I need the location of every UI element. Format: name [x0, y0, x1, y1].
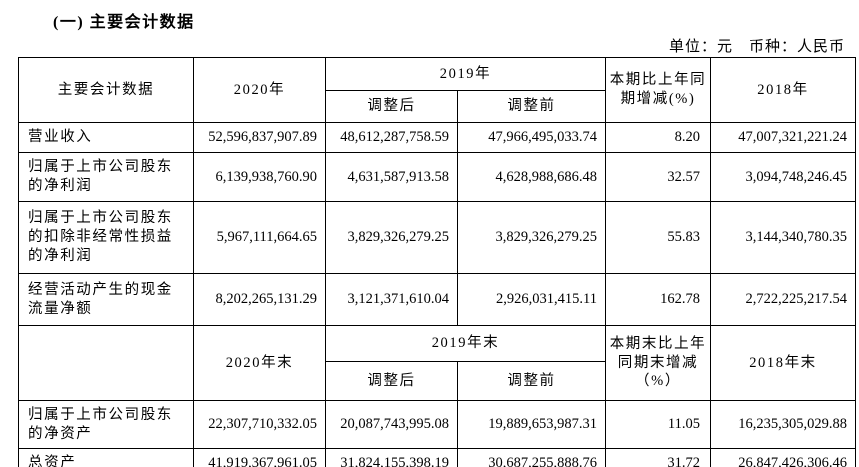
header-cell-change: 本期比上年同期增减(%) [605, 57, 711, 123]
cell-2019-after: 4,631,587,913.58 [325, 152, 458, 202]
cell-change: 55.83 [605, 201, 711, 274]
header-row-end-top: 2020年末 2019年末 本期末比上年同期末增减（%） 2018年末 [18, 325, 856, 401]
cell-2019-after: 31,824,155,398.19 [325, 448, 458, 467]
header-cell-adjusted-after: 调整后 [325, 361, 458, 401]
cell-change: 8.20 [605, 122, 711, 153]
cell-2019-before: 47,966,495,033.74 [457, 122, 606, 153]
header-cell-2019: 2019年 [325, 57, 606, 91]
cell-2018: 26,847,426,306.46 [710, 448, 856, 467]
cell-2020: 22,307,710,332.05 [193, 400, 326, 449]
cell-2019-before: 19,889,653,987.31 [457, 400, 606, 449]
cell-2020: 8,202,265,131.29 [193, 273, 326, 326]
header-cell-label: 主要会计数据 [18, 57, 194, 123]
cell-2019-after: 3,121,371,610.04 [325, 273, 458, 326]
cell-2018: 3,144,340,780.35 [710, 201, 856, 274]
cell-2019-before: 4,628,988,686.48 [457, 152, 606, 202]
table-row-revenue: 营业收入 52,596,837,907.89 48,612,287,758.59… [18, 122, 856, 153]
cell-2018: 2,722,225,217.54 [710, 273, 856, 326]
cell-label: 归属于上市公司股东的净资产 [18, 400, 194, 449]
header-row-end-sub: 调整后 调整前 [19, 361, 856, 401]
header-cell-change-end: 本期末比上年同期末增减（%） [605, 325, 711, 401]
cell-label: 经营活动产生的现金流量净额 [18, 273, 194, 326]
cell-change: 31.72 [605, 448, 711, 467]
header-cell-2018-end: 2018年末 [710, 325, 856, 401]
header-cell-2018: 2018年 [710, 57, 856, 123]
cell-label: 归属于上市公司股东的净利润 [18, 152, 194, 202]
table-row-net-profit-excl-nonrecurring: 归属于上市公司股东的扣除非经常性损益的净利润 5,967,111,664.65 … [18, 201, 856, 274]
cell-2020: 6,139,938,760.90 [193, 152, 326, 202]
section-title: (一) 主要会计数据 [53, 14, 195, 31]
cell-2019-before: 30,687,255,888.76 [457, 448, 606, 467]
table-row-net-assets: 归属于上市公司股东的净资产 22,307,710,332.05 20,087,7… [18, 400, 856, 449]
table-row-total-assets: 总资产 41,919,367,961.05 31,824,155,398.19 … [18, 448, 856, 467]
cell-2019-after: 20,087,743,995.08 [325, 400, 458, 449]
cell-2019-after: 48,612,287,758.59 [325, 122, 458, 153]
cell-label: 总资产 [18, 448, 194, 467]
header-cell-adjusted-after: 调整后 [325, 90, 458, 123]
cell-change: 32.57 [605, 152, 711, 202]
header-row-period-top: 主要会计数据 2020年 2019年 本期比上年同期增减(%) 2018年 [18, 57, 856, 123]
cell-2020: 52,596,837,907.89 [193, 122, 326, 153]
cell-2020: 41,919,367,961.05 [193, 448, 326, 467]
header-cell-2020-end: 2020年末 [193, 325, 326, 401]
header-cell-adjusted-before: 调整前 [457, 90, 606, 123]
cell-label: 营业收入 [18, 122, 194, 153]
cell-2018: 47,007,321,221.24 [710, 122, 856, 153]
cell-2019-after: 3,829,326,279.25 [325, 201, 458, 274]
table-row-operating-cash-flow: 经营活动产生的现金流量净额 8,202,265,131.29 3,121,371… [18, 273, 856, 326]
header-cell-adjusted-before: 调整前 [457, 361, 606, 401]
cell-2019-before: 2,926,031,415.11 [457, 273, 606, 326]
cell-2018: 16,235,305,029.88 [710, 400, 856, 449]
main-accounting-table: 主要会计数据 2020年 2019年 本期比上年同期增减(%) 2018年 调整… [18, 57, 856, 467]
header-cell-2019-end: 2019年末 [325, 325, 606, 362]
unit-currency-note: 单位：元 币种：人民币 [668, 39, 845, 55]
cell-2020: 5,967,111,664.65 [193, 201, 326, 274]
header-cell-2020: 2020年 [193, 57, 326, 123]
table-row-net-profit: 归属于上市公司股东的净利润 6,139,938,760.90 4,631,587… [18, 152, 856, 202]
cell-2018: 3,094,748,246.45 [710, 152, 856, 202]
cell-label: 归属于上市公司股东的扣除非经常性损益的净利润 [18, 201, 194, 274]
header-row-period-sub: 调整后 调整前 [19, 90, 856, 123]
header-cell-label-empty [18, 325, 194, 401]
cell-2019-before: 3,829,326,279.25 [457, 201, 606, 274]
cell-change: 162.78 [605, 273, 711, 326]
cell-change: 11.05 [605, 400, 711, 449]
